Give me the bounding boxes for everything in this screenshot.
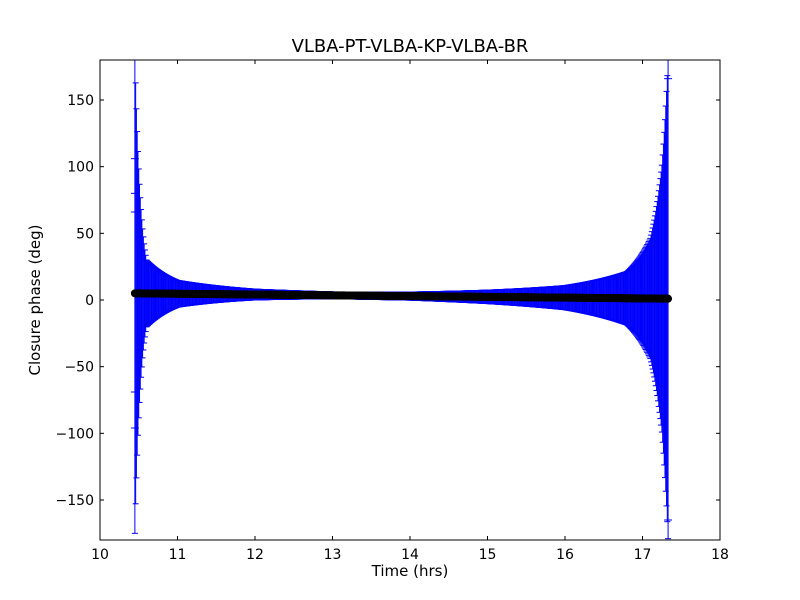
y-tick-label: 50	[76, 226, 94, 242]
x-tick-label: 16	[556, 547, 574, 563]
y-axis-label: Closure phase (deg)	[26, 225, 44, 376]
data-point	[664, 294, 673, 303]
x-tick-label: 17	[634, 547, 652, 563]
tick-layer: 10 11 12 13 14 15 16 17 18 −150 −100 −50 0 50 100 150	[56, 60, 729, 563]
x-tick-label: 14	[401, 547, 419, 563]
x-tick-label: 11	[169, 547, 187, 563]
y-tick-label: 150	[67, 93, 94, 109]
y-tick-label: −150	[56, 493, 94, 509]
data-points	[130, 289, 673, 303]
y-tick-label: −100	[56, 426, 94, 442]
x-tick-label: 15	[479, 547, 497, 563]
x-tick-label: 10	[91, 547, 109, 563]
chart-title: VLBA-PT-VLBA-KP-VLBA-BR	[292, 36, 529, 57]
data-layer	[130, 60, 673, 540]
y-tick-label: 100	[67, 160, 94, 176]
x-tick-label: 18	[711, 547, 729, 563]
y-tick-label: 0	[85, 293, 94, 309]
x-tick-label: 12	[246, 547, 264, 563]
x-tick-label: 13	[324, 547, 342, 563]
x-axis-label: Time (hrs)	[371, 562, 449, 580]
y-tick-label: −50	[64, 360, 94, 376]
